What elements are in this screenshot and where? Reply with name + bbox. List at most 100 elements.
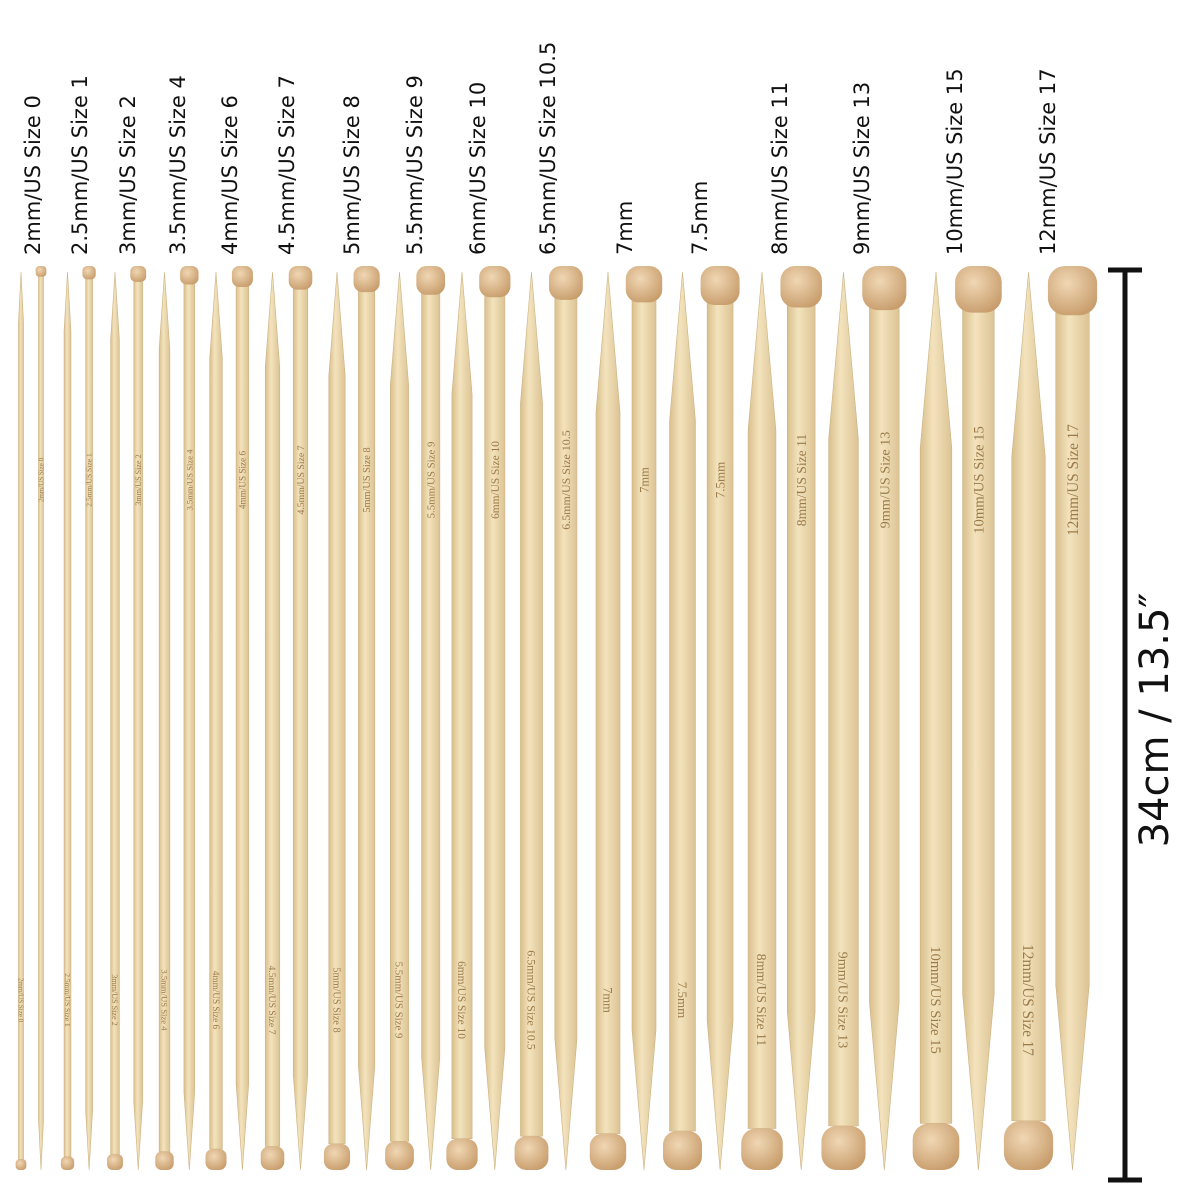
- engraved-size: 6.5mm/US Size 10.5: [524, 950, 538, 1050]
- needle: [869, 271, 900, 1171]
- engraved-size: 4.5mm/US Size 7: [266, 965, 277, 1034]
- engraved-size: 5mm/US Size 8: [330, 967, 341, 1032]
- size-label: 12mm/US Size 17: [1036, 68, 1060, 255]
- needle-knob: [479, 266, 511, 298]
- needle-knob: [741, 1128, 783, 1170]
- needle-knob: [323, 1143, 351, 1170]
- needle-knob: [288, 266, 313, 290]
- engraved-size: 3.5mm/US Size 4: [184, 449, 194, 511]
- needle-knob: [780, 266, 822, 308]
- needle-knob: [514, 1136, 549, 1170]
- size-label: 7mm: [613, 201, 637, 255]
- engraved-size: 2.5mm/US Size 1: [63, 973, 72, 1027]
- engraved-size: 3mm/US Size 2: [134, 454, 143, 505]
- engraved-size: 5.5mm/US Size 9: [393, 962, 405, 1039]
- needle-knob: [955, 266, 1002, 313]
- needle: [787, 271, 816, 1171]
- needle: [18, 271, 24, 1160]
- needle-knob: [416, 266, 446, 295]
- size-label: 4.5mm/US Size 7: [275, 75, 299, 255]
- needle-knob: [548, 266, 583, 300]
- size-label: 5.5mm/US Size 9: [403, 75, 427, 255]
- engraved-size: 3.5mm/US Size 4: [159, 969, 169, 1031]
- engraved-size: 7mm: [601, 987, 615, 1013]
- needle-knob: [35, 266, 47, 277]
- needle-knob: [231, 266, 253, 288]
- size-label: 9mm/US Size 13: [850, 82, 874, 255]
- needle-knob: [446, 1138, 478, 1170]
- engraved-size: 9mm/US Size 13: [835, 952, 851, 1049]
- needle-knob: [663, 1131, 702, 1170]
- needle-knob: [821, 1125, 866, 1170]
- needle: [631, 271, 657, 1171]
- needle: [1055, 271, 1090, 1171]
- needle-knob: [589, 1133, 627, 1170]
- needle-knob: [1003, 1120, 1054, 1170]
- needle: [85, 271, 93, 1171]
- needle-knob: [205, 1148, 227, 1170]
- size-label: 5mm/US Size 8: [340, 95, 364, 255]
- size-label: 2.5mm/US Size 1: [68, 75, 92, 255]
- engraved-size: 6mm/US Size 10: [490, 441, 502, 519]
- size-label: 7.5mm: [688, 181, 712, 255]
- engraved-size: 8mm/US Size 11: [754, 954, 769, 1046]
- length-label: 34cm / 13.5″: [1132, 593, 1178, 848]
- size-label: 6mm/US Size 10: [466, 82, 490, 255]
- needle-knob: [862, 266, 907, 311]
- engraved-size: 6.5mm/US Size 10.5: [559, 430, 573, 530]
- engraved-size: 5.5mm/US Size 9: [425, 442, 437, 519]
- engraved-size: 12mm/US Size 17: [1065, 424, 1082, 536]
- needle-knob: [15, 1159, 27, 1170]
- needle: [554, 271, 578, 1171]
- needle-knob: [353, 266, 380, 293]
- size-label: 8mm/US Size 11: [768, 82, 792, 255]
- size-label: 10mm/US Size 15: [943, 68, 967, 255]
- needle: [358, 271, 376, 1171]
- needle: [235, 271, 249, 1171]
- needle-knob: [260, 1146, 285, 1170]
- needle: [484, 271, 506, 1171]
- engraved-size: 4mm/US Size 6: [238, 451, 248, 510]
- needle: [38, 271, 44, 1171]
- needle-knob: [700, 266, 740, 305]
- engraved-size: 7mm: [637, 467, 651, 493]
- engraved-size: 2mm/US Size 0: [17, 978, 25, 1023]
- length-scale: 34cm / 13.5″: [1108, 267, 1178, 1183]
- needle: [292, 271, 309, 1171]
- engraved-size: 6mm/US Size 10: [455, 961, 467, 1039]
- engraved-size: 4.5mm/US Size 7: [296, 445, 307, 514]
- needle: [421, 271, 441, 1171]
- needle-knob: [1047, 266, 1098, 316]
- needle-knob: [155, 1151, 174, 1170]
- size-label: 3.5mm/US Size 4: [166, 75, 190, 255]
- needle: [133, 271, 143, 1171]
- size-label: 6.5mm/US Size 10.5: [536, 42, 560, 255]
- engraved-size: 7.5mm: [675, 982, 690, 1019]
- needle-knob: [60, 1156, 75, 1170]
- needle-knob: [130, 266, 147, 282]
- needle: [962, 271, 995, 1171]
- size-label: 3mm/US Size 2: [116, 95, 140, 255]
- needle-set: 2mm/US Size 0 2mm/US Size 0 2.5mm/US Size …: [15, 266, 1098, 1171]
- engraved-size: 3mm/US Size 2: [110, 974, 119, 1025]
- needle: [183, 271, 195, 1171]
- engraved-size: 10mm/US Size 15: [927, 946, 943, 1054]
- engraved-size: 4mm/US Size 6: [211, 971, 221, 1030]
- engraved-size: 9mm/US Size 13: [877, 432, 893, 529]
- size-label: 2mm/US Size 0: [21, 95, 45, 255]
- engraved-size: 2.5mm/US Size 1: [85, 453, 94, 507]
- engraved-size: 12mm/US Size 17: [1019, 944, 1036, 1056]
- needle-knob: [180, 266, 199, 285]
- needle: [706, 271, 734, 1171]
- engraved-size: 10mm/US Size 15: [972, 426, 988, 534]
- needle-knob: [82, 266, 96, 280]
- needle-knob: [107, 1154, 123, 1170]
- engraved-size: 2mm/US Size 0: [37, 457, 45, 502]
- size-label: 4mm/US Size 6: [218, 95, 242, 255]
- engraved-size: 8mm/US Size 11: [794, 434, 809, 526]
- needle-knob: [385, 1141, 414, 1170]
- engraved-size: 5mm/US Size 8: [362, 447, 373, 512]
- engraved-size: 7.5mm: [713, 462, 728, 499]
- needle-knob: [912, 1123, 960, 1170]
